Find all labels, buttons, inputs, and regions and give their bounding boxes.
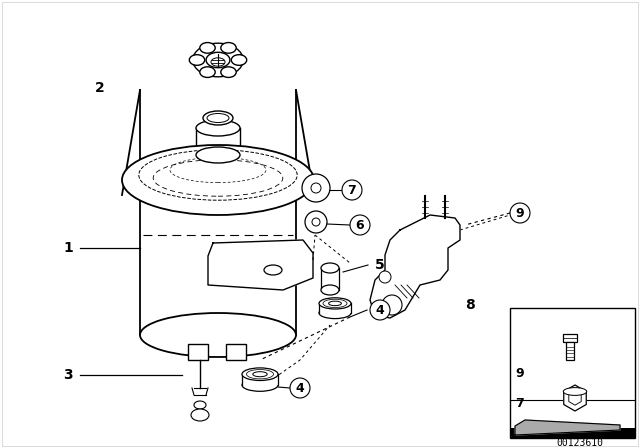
Ellipse shape [221, 67, 236, 78]
Ellipse shape [122, 145, 314, 215]
Ellipse shape [207, 113, 229, 122]
Circle shape [350, 215, 370, 235]
Circle shape [379, 271, 391, 283]
Circle shape [510, 203, 530, 223]
Text: 3: 3 [63, 368, 73, 382]
Ellipse shape [200, 43, 215, 53]
Bar [566, 342, 574, 360]
Ellipse shape [319, 307, 351, 319]
Text: 4: 4 [296, 382, 305, 395]
Text: 00123610: 00123610 [557, 438, 604, 448]
Text: 2: 2 [95, 81, 105, 95]
Bar [563, 334, 577, 342]
Ellipse shape [319, 298, 351, 309]
Polygon shape [370, 215, 460, 318]
Circle shape [302, 174, 330, 202]
Ellipse shape [563, 388, 587, 396]
Bar [510, 308, 635, 438]
Ellipse shape [231, 55, 246, 65]
Ellipse shape [321, 263, 339, 273]
Circle shape [312, 218, 320, 226]
Polygon shape [515, 420, 620, 435]
Text: 7: 7 [516, 396, 524, 409]
Ellipse shape [321, 285, 339, 295]
Ellipse shape [323, 299, 347, 308]
Bar [242, 374, 278, 385]
Text: 9: 9 [516, 366, 524, 379]
Ellipse shape [221, 43, 236, 53]
Text: 1: 1 [63, 241, 73, 255]
Ellipse shape [140, 313, 296, 357]
Ellipse shape [253, 372, 268, 377]
Ellipse shape [189, 55, 205, 65]
Ellipse shape [194, 401, 206, 409]
Bar [188, 344, 208, 360]
Ellipse shape [196, 120, 240, 136]
Circle shape [311, 183, 321, 193]
Circle shape [305, 211, 327, 233]
Circle shape [370, 300, 390, 320]
Ellipse shape [264, 265, 282, 275]
Bar [319, 303, 351, 313]
Ellipse shape [191, 409, 209, 421]
Ellipse shape [193, 43, 243, 77]
Ellipse shape [246, 370, 273, 379]
Bar [226, 344, 246, 360]
Polygon shape [564, 385, 586, 411]
Ellipse shape [242, 368, 278, 380]
Circle shape [342, 180, 362, 200]
Ellipse shape [203, 111, 233, 125]
Ellipse shape [328, 301, 341, 306]
Polygon shape [208, 240, 313, 290]
Ellipse shape [211, 58, 225, 66]
Text: 5: 5 [375, 258, 385, 272]
Text: 7: 7 [348, 184, 356, 197]
Ellipse shape [242, 379, 278, 391]
Ellipse shape [196, 147, 240, 163]
Text: 9: 9 [516, 207, 524, 220]
Circle shape [382, 295, 402, 315]
Text: 6: 6 [356, 219, 364, 232]
Text: 8: 8 [465, 298, 475, 312]
Ellipse shape [206, 52, 230, 68]
Bar [510, 428, 635, 438]
Text: 4: 4 [376, 303, 385, 316]
Ellipse shape [200, 67, 215, 78]
Circle shape [290, 378, 310, 398]
